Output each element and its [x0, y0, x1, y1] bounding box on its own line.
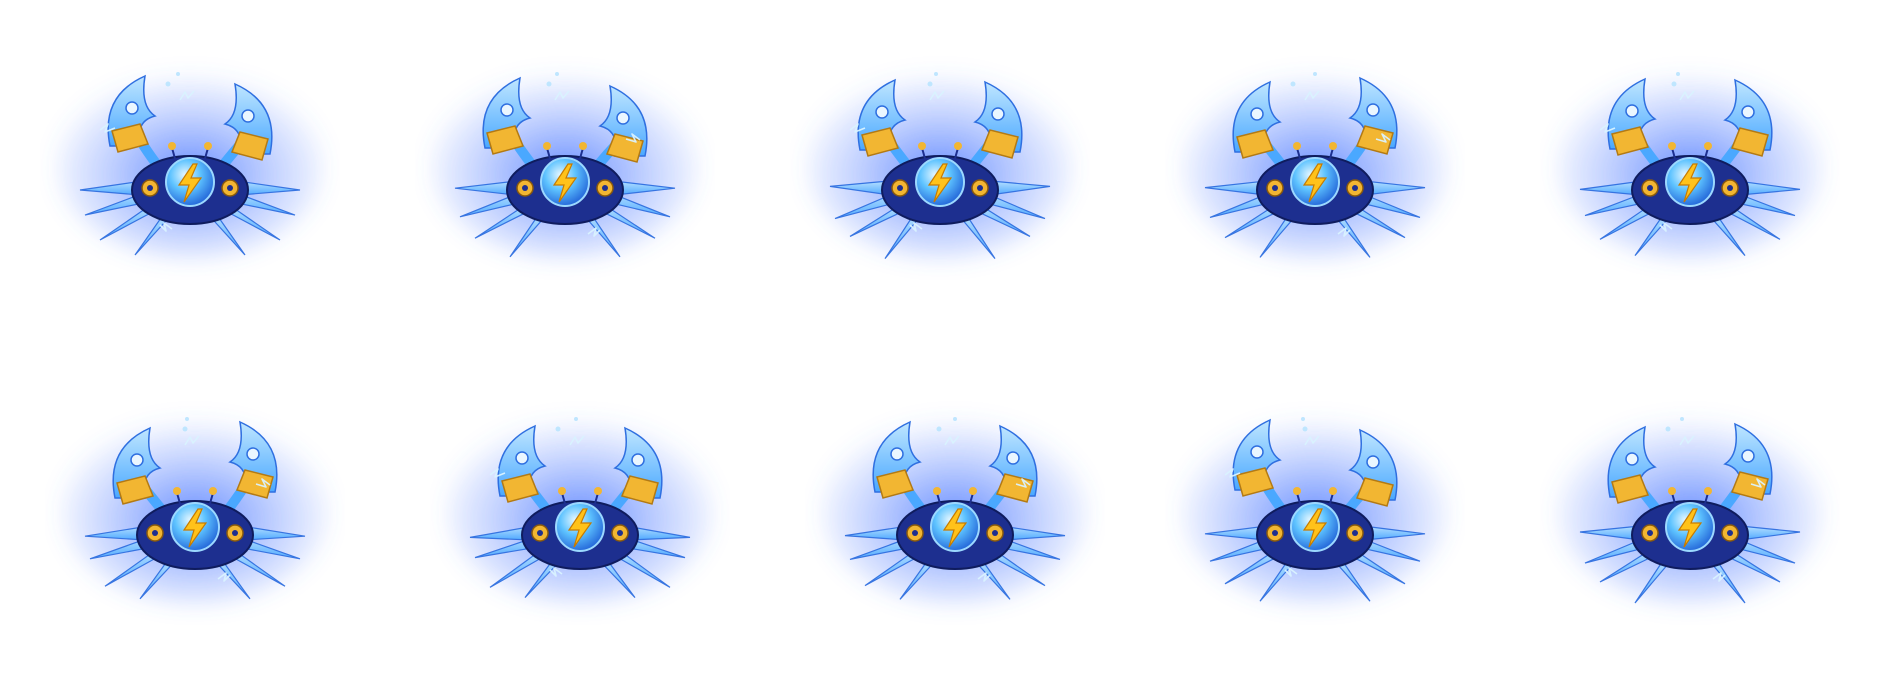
crab-sprite: [60, 415, 330, 605]
lightning-bolt-icon: [1302, 508, 1328, 548]
eye: [954, 142, 962, 150]
crab-body-group: [829, 72, 1051, 259]
crab-frame-2: [415, 40, 715, 280]
eye: [1293, 142, 1301, 150]
eye: [918, 142, 926, 150]
crab-sprite: [445, 415, 715, 605]
crab-body-group: [1579, 417, 1801, 604]
right-claw: [1723, 422, 1773, 501]
crab-sprite: [55, 70, 325, 260]
right-claw: [613, 426, 663, 505]
electric-sparks: [849, 72, 945, 232]
crab-frame-7: [430, 385, 730, 625]
lightning-bolt-icon: [552, 163, 578, 203]
left-claw: [872, 420, 922, 499]
left-claw: [482, 76, 532, 155]
left-claw: [112, 426, 162, 505]
electric-sparks: [489, 417, 585, 577]
crab-sprite: [1180, 70, 1450, 260]
crab-legs: [84, 524, 306, 600]
crab-frame-9: [1165, 385, 1465, 625]
eye: [204, 142, 212, 150]
eye: [1704, 487, 1712, 495]
eye: [594, 487, 602, 495]
electric-sparks: [936, 417, 1031, 582]
crab-sprite: [1555, 415, 1825, 605]
eye: [209, 487, 217, 495]
eye: [1668, 487, 1676, 495]
crab-frame-5: [1540, 40, 1840, 280]
crab-frame-3: [790, 40, 1090, 280]
electric-sparks: [99, 72, 195, 232]
crab-frame-1: [40, 40, 340, 280]
lightning-bolt-icon: [567, 508, 593, 548]
crab-sprite: [430, 70, 700, 260]
crab-body-group: [469, 417, 691, 599]
electric-sparks: [1224, 417, 1320, 577]
eye: [1329, 487, 1337, 495]
eye: [168, 142, 176, 150]
lightning-bolt-icon: [1677, 508, 1703, 548]
lightning-bolt-icon: [177, 163, 203, 203]
crab-body-group: [1579, 72, 1801, 257]
eye: [558, 487, 566, 495]
crab-frame-8: [805, 385, 1105, 625]
eye: [1704, 142, 1712, 150]
eye: [969, 487, 977, 495]
eye: [543, 142, 551, 150]
eye: [173, 487, 181, 495]
left-claw: [1607, 77, 1657, 156]
left-claw: [1232, 418, 1282, 497]
crab-sprite: [820, 415, 1090, 605]
eye: [933, 487, 941, 495]
eye: [1668, 142, 1676, 150]
crab-sprite: [1555, 70, 1825, 260]
eye: [579, 142, 587, 150]
right-claw: [973, 80, 1023, 159]
left-claw: [1232, 80, 1282, 159]
left-claw: [857, 78, 907, 157]
crab-frame-6: [45, 385, 345, 625]
crab-body-group: [1204, 417, 1426, 602]
right-claw: [228, 420, 278, 499]
left-claw: [497, 424, 547, 503]
crab-body-group: [84, 417, 306, 600]
crab-body-group: [79, 72, 301, 256]
right-claw: [223, 82, 273, 161]
electric-sparks: [546, 72, 641, 237]
electric-sparks: [1665, 417, 1766, 582]
lightning-bolt-icon: [1302, 163, 1328, 203]
lightning-bolt-icon: [942, 508, 968, 548]
crab-body-group: [1204, 72, 1426, 258]
right-claw: [1348, 76, 1398, 155]
right-claw: [1348, 428, 1398, 507]
lightning-bolt-icon: [182, 508, 208, 548]
eye: [1293, 487, 1301, 495]
eye: [1329, 142, 1337, 150]
lightning-bolt-icon: [927, 163, 953, 203]
left-claw: [1607, 425, 1657, 504]
crab-body-group: [454, 72, 676, 258]
crab-sprite: [805, 70, 1075, 260]
crab-frame-4: [1165, 40, 1465, 280]
electric-sparks: [182, 417, 271, 582]
crab-body-group: [844, 417, 1066, 600]
crab-frame-10: [1540, 385, 1840, 625]
left-claw: [107, 74, 157, 153]
lightning-bolt-icon: [1677, 163, 1703, 203]
crab-sprite: [1180, 415, 1450, 605]
electric-sparks: [1599, 72, 1695, 232]
electric-sparks: [1290, 72, 1391, 237]
right-claw: [1723, 78, 1773, 157]
